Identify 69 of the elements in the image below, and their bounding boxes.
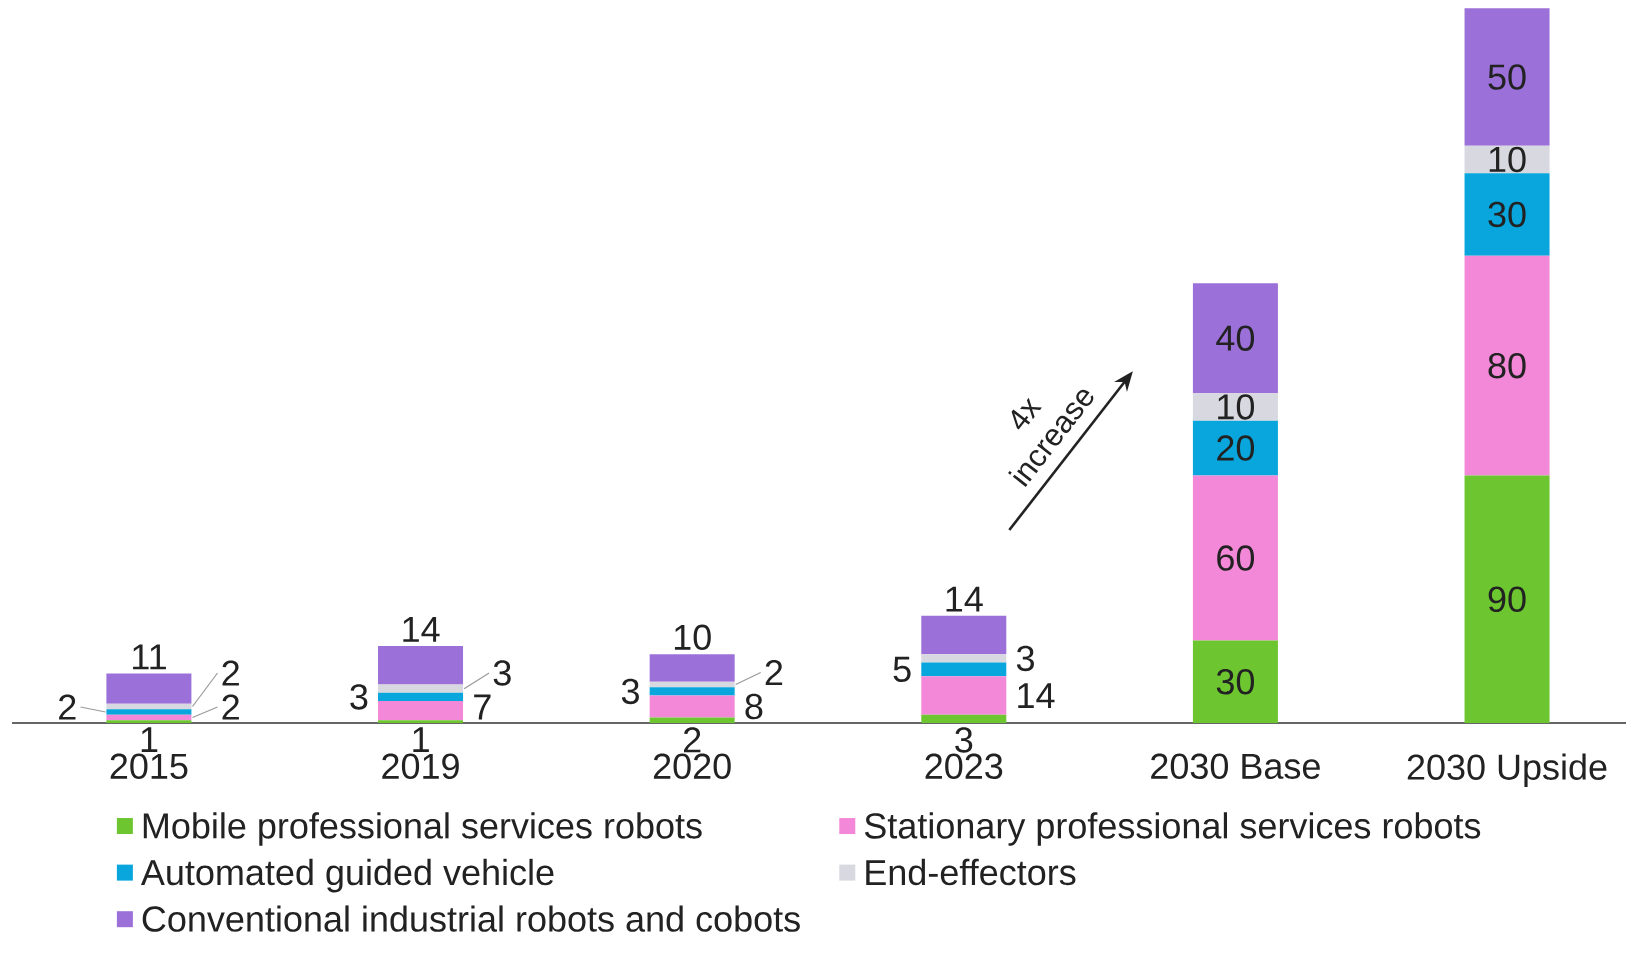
data-label: 90	[1488, 586, 1526, 613]
x-tick-label: 2015	[110, 753, 188, 780]
bar	[378, 684, 464, 693]
bar	[649, 681, 735, 688]
bar	[378, 701, 464, 721]
legend-label: Stationary professional services robots	[864, 812, 1481, 846]
bar	[649, 695, 735, 718]
data-label: 40	[1216, 325, 1255, 351]
x-tick-label: 2020	[653, 753, 731, 780]
data-label: 80	[1488, 352, 1526, 379]
bar	[649, 717, 735, 723]
data-label: 3	[621, 678, 639, 705]
data-label: 2	[684, 727, 701, 753]
bar	[106, 703, 192, 710]
legend-label: Mobile professional services robots	[143, 812, 702, 846]
bar	[106, 673, 192, 704]
bar	[1192, 640, 1278, 723]
bar	[378, 646, 464, 685]
bar	[106, 720, 192, 723]
bar	[649, 687, 735, 696]
data-label: 3	[493, 660, 511, 686]
data-label: 60	[1217, 545, 1255, 571]
data-label: 3	[955, 727, 973, 753]
data-label: 10	[1489, 146, 1526, 173]
x-tick-label: 2030 Upside	[1407, 753, 1607, 788]
data-label: 7	[474, 694, 491, 720]
bar	[649, 654, 735, 682]
bar	[1464, 475, 1550, 723]
bar	[921, 662, 1007, 677]
data-label: 2	[765, 659, 783, 686]
bar	[378, 692, 464, 702]
bar	[1464, 173, 1550, 256]
data-label: 2	[222, 694, 239, 720]
bar	[1192, 420, 1278, 476]
data-label: 14	[946, 586, 983, 612]
bar	[378, 720, 464, 723]
bar	[1464, 8, 1550, 146]
legend-label: End-effectors	[866, 858, 1076, 886]
bar	[106, 714, 192, 721]
legend-label: Automated guided vehicle	[140, 858, 554, 893]
data-label: 50	[1488, 64, 1526, 90]
bar	[1192, 475, 1278, 641]
data-label: 11	[133, 644, 166, 670]
data-label: 2	[59, 694, 76, 720]
data-label: 10	[674, 624, 711, 651]
data-label: 10	[1218, 394, 1255, 420]
bar	[921, 654, 1007, 663]
bar	[921, 714, 1007, 723]
data-label: 30	[1216, 669, 1255, 695]
x-tick-label: 2023	[925, 753, 1003, 780]
data-label: 20	[1217, 435, 1255, 461]
data-label: 1	[141, 727, 158, 752]
bar	[921, 676, 1007, 715]
data-label: 14	[1018, 683, 1055, 708]
legend-label: Conventional industrial robots and cobots	[142, 905, 800, 932]
bar	[921, 615, 1007, 655]
data-label: 3	[350, 684, 368, 710]
bar	[1192, 283, 1278, 394]
bar	[106, 709, 192, 715]
bar	[1464, 255, 1550, 476]
x-tick-label: 2019	[382, 753, 459, 780]
data-label: 3	[1016, 645, 1034, 672]
data-label: 14	[403, 617, 440, 642]
data-label: 5	[893, 656, 911, 682]
data-label: 8	[745, 693, 763, 720]
data-label: 2	[222, 660, 239, 686]
data-label: 1	[413, 727, 429, 752]
x-tick-label: 2030 Base	[1151, 753, 1320, 780]
data-label: 30	[1488, 201, 1526, 228]
